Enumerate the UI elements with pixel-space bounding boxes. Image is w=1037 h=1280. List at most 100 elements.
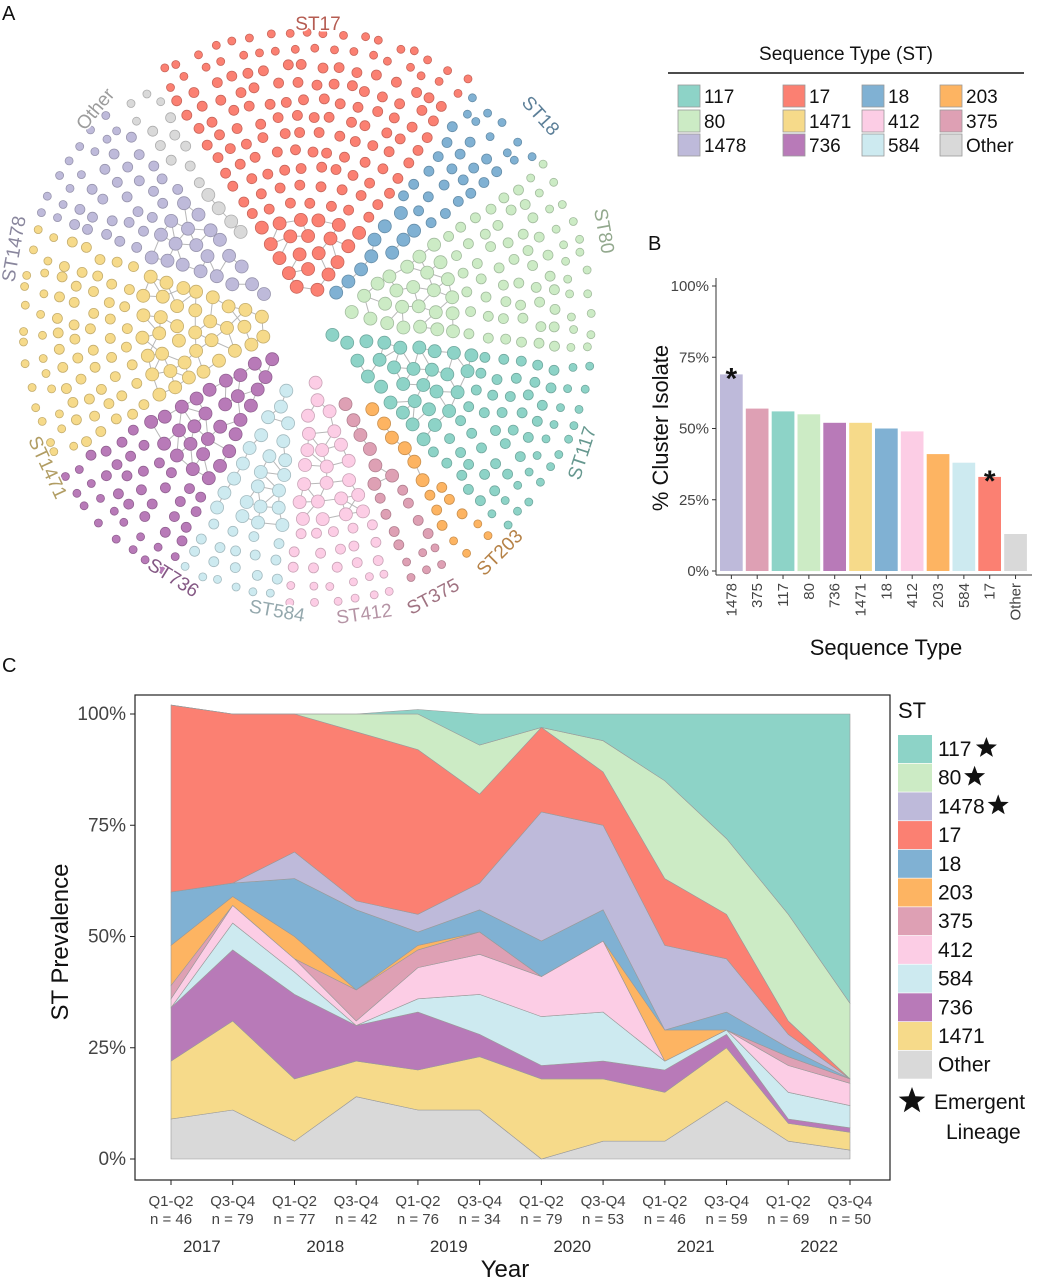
node-st1471 — [189, 284, 204, 299]
area-x-tick-label: Q3-Q4 — [457, 1193, 502, 1210]
node-st80 — [568, 217, 578, 226]
area-y-tick-label: 25% — [88, 1038, 126, 1059]
node-st117 — [568, 362, 578, 372]
node-st80 — [475, 273, 487, 285]
node-st736 — [247, 356, 262, 371]
node-st80 — [575, 234, 584, 244]
node-st375 — [346, 413, 361, 428]
node-st1478 — [245, 277, 260, 292]
emergent-lineage-key: Emergent Lineage — [898, 1087, 1025, 1144]
network-label-st17: ST17 — [295, 14, 340, 35]
node-st412 — [287, 561, 299, 573]
bar-x-tick-label: 18 — [878, 583, 895, 600]
node-st17 — [298, 94, 309, 106]
node-st1471 — [111, 256, 123, 268]
node-st736 — [230, 389, 245, 404]
node-st80 — [583, 342, 592, 352]
node-st18 — [464, 136, 476, 148]
node-st117 — [407, 394, 422, 409]
node-st18 — [329, 285, 344, 300]
node-st80 — [433, 255, 448, 270]
node-st17 — [206, 116, 218, 128]
node-st18 — [481, 153, 493, 165]
node-st736 — [61, 472, 70, 481]
node-st584 — [251, 570, 263, 581]
node-st80 — [492, 219, 504, 231]
node-st1478 — [111, 176, 123, 188]
node-st80 — [445, 290, 460, 305]
node-st1478 — [108, 148, 120, 160]
node-st736 — [195, 491, 207, 503]
node-st375 — [406, 573, 416, 582]
node-st1471 — [152, 326, 167, 341]
node-st17 — [242, 67, 254, 79]
node-st1471 — [31, 403, 41, 413]
node-st1471 — [94, 254, 106, 265]
node-st736 — [168, 511, 180, 522]
node-st736 — [198, 406, 213, 421]
node-st18 — [485, 132, 495, 142]
node-st17 — [435, 101, 447, 112]
node-st1471 — [227, 343, 242, 358]
node-st1471 — [19, 327, 29, 336]
node-st1478 — [74, 203, 86, 215]
node-st736 — [137, 465, 149, 477]
node-st17 — [346, 80, 358, 92]
area-year-label: 2022 — [800, 1237, 838, 1256]
node-st17 — [201, 62, 211, 72]
node-st17 — [406, 62, 415, 72]
node-st17 — [234, 158, 246, 170]
node-st1471 — [43, 256, 53, 266]
area-legend-label-203: 203 — [938, 882, 973, 905]
node-st1471 — [155, 346, 170, 361]
node-st17 — [334, 130, 346, 142]
node-st1471 — [196, 364, 211, 379]
node-st117 — [442, 404, 457, 418]
legend-swatch-80 — [677, 109, 701, 133]
node-st736 — [79, 501, 89, 511]
node-st1471 — [136, 288, 151, 303]
node-st17 — [273, 77, 285, 89]
node-st17 — [266, 29, 276, 39]
node-st584 — [189, 545, 201, 557]
node-st80 — [548, 321, 560, 333]
node-st203 — [462, 548, 472, 558]
node-st1471 — [128, 261, 139, 273]
node-st80 — [538, 159, 548, 169]
node-st17 — [343, 204, 355, 216]
node-st1471 — [70, 280, 82, 292]
legend-label-117: 117 — [704, 87, 734, 108]
node-st1471 — [188, 325, 203, 340]
area-x-sample-size: n = 53 — [582, 1211, 624, 1228]
node-st1478 — [87, 211, 98, 223]
node-st18 — [432, 151, 444, 163]
node-st17 — [226, 70, 238, 82]
node-st1471 — [121, 341, 132, 353]
node-st80 — [534, 188, 544, 198]
legend-swatch-1478 — [677, 133, 701, 157]
node-st1471 — [61, 383, 72, 394]
node-st1471 — [66, 236, 78, 248]
node-st117 — [450, 385, 465, 400]
node-st1471 — [46, 438, 55, 447]
area-legend-swatch-412 — [898, 935, 932, 964]
node-st117 — [416, 432, 431, 447]
node-st17 — [423, 92, 435, 104]
node-st80 — [513, 277, 525, 289]
bar-x-tick-label: 1471 — [853, 583, 870, 616]
node-st117 — [377, 335, 392, 350]
node-st17 — [416, 105, 428, 116]
node-st1471 — [135, 330, 150, 345]
node-stother — [154, 140, 166, 151]
node-st1478 — [114, 235, 126, 247]
node-st80 — [469, 212, 481, 224]
node-st584 — [253, 499, 268, 514]
bar-x-tick-label: 736 — [827, 583, 844, 608]
area-legend-label-17: 17 — [938, 824, 961, 847]
node-st1471 — [138, 399, 150, 411]
node-st412 — [325, 582, 335, 591]
node-st1471 — [163, 364, 178, 378]
area-legend-swatch-80 — [898, 763, 932, 792]
node-st117 — [479, 351, 491, 363]
legend-title: Sequence Type (ST) — [759, 44, 933, 65]
